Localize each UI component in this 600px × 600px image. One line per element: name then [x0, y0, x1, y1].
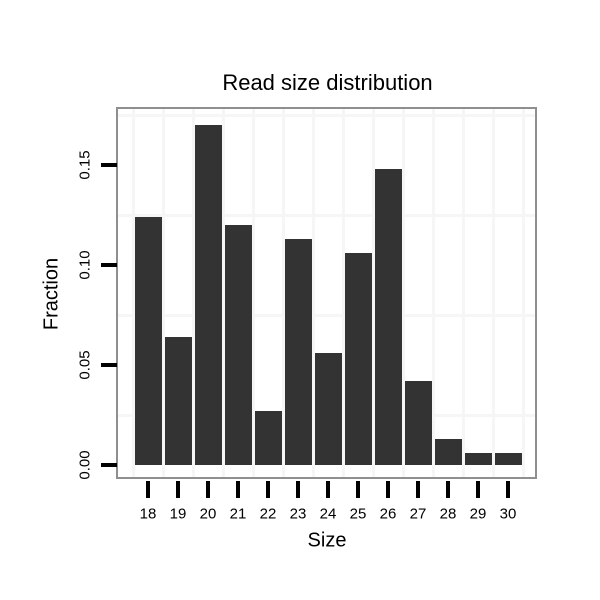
- y-tick-label-0.00: 0.00: [76, 450, 94, 480]
- minor-gridline-vertical: [221, 109, 225, 477]
- bar-size-27: [404, 381, 432, 465]
- x-tick-label-19: 19: [169, 505, 187, 523]
- bar-size-23: [284, 239, 312, 465]
- x-tick-22: [266, 481, 270, 498]
- x-tick-27: [416, 481, 420, 498]
- x-tick-25: [356, 481, 360, 498]
- minor-gridline-vertical: [281, 109, 285, 477]
- y-tick-0.05: [101, 363, 117, 367]
- y-tick-0.00: [101, 463, 117, 467]
- minor-gridline-vertical: [521, 109, 525, 477]
- bar-size-20: [194, 125, 222, 465]
- x-tick-20: [206, 481, 210, 498]
- y-tick-0.10: [101, 263, 117, 267]
- y-tick-label-0.05: 0.05: [76, 350, 94, 380]
- x-tick-19: [176, 481, 180, 498]
- x-tick-label-21: 21: [229, 505, 247, 523]
- x-tick-18: [146, 481, 150, 498]
- bar-size-25: [344, 253, 372, 465]
- minor-gridline-vertical: [311, 109, 315, 477]
- x-tick-label-28: 28: [439, 505, 457, 523]
- x-axis-title: Size: [307, 529, 347, 552]
- x-tick-label-20: 20: [199, 505, 217, 523]
- bar-size-18: [134, 217, 162, 465]
- minor-gridline-vertical: [341, 109, 345, 477]
- x-tick-24: [326, 481, 330, 498]
- minor-gridline-vertical: [431, 109, 435, 477]
- bar-size-28: [434, 439, 462, 465]
- x-tick-30: [506, 481, 510, 498]
- minor-gridline-vertical: [491, 109, 495, 477]
- x-tick-23: [296, 481, 300, 498]
- bar-size-22: [254, 411, 282, 465]
- bar-size-21: [224, 225, 252, 465]
- minor-gridline-vertical: [371, 109, 375, 477]
- x-tick-label-27: 27: [409, 505, 427, 523]
- bar-size-19: [164, 337, 192, 465]
- minor-gridline-vertical: [191, 109, 195, 477]
- y-tick-label-0.10: 0.10: [76, 250, 94, 280]
- y-axis-title: Fraction: [40, 257, 63, 331]
- minor-gridline-vertical: [251, 109, 255, 477]
- x-tick-label-29: 29: [469, 505, 487, 523]
- x-tick-label-23: 23: [289, 505, 307, 523]
- minor-gridline-vertical: [461, 109, 465, 477]
- x-tick-label-18: 18: [139, 505, 157, 523]
- minor-gridline-horizontal: [118, 213, 535, 217]
- x-tick-label-24: 24: [319, 505, 337, 523]
- bar-size-30: [494, 453, 522, 465]
- x-tick-label-30: 30: [499, 505, 517, 523]
- chart-title: Read size distribution: [222, 70, 433, 95]
- bar-size-29: [464, 453, 492, 465]
- bar-size-24: [314, 353, 342, 465]
- plot-panel: [116, 107, 537, 479]
- x-tick-29: [476, 481, 480, 498]
- x-tick-label-25: 25: [349, 505, 367, 523]
- y-tick-label-0.15: 0.15: [76, 150, 94, 180]
- minor-gridline-horizontal: [118, 113, 535, 117]
- minor-gridline-vertical: [401, 109, 405, 477]
- x-tick-21: [236, 481, 240, 498]
- minor-gridline-horizontal: [118, 313, 535, 317]
- x-tick-26: [386, 481, 390, 498]
- minor-gridline-vertical: [131, 109, 135, 477]
- x-tick-label-26: 26: [379, 505, 397, 523]
- y-tick-0.15: [101, 163, 117, 167]
- x-tick-28: [446, 481, 450, 498]
- minor-gridline-vertical: [161, 109, 165, 477]
- bar-size-26: [374, 169, 402, 465]
- x-tick-label-22: 22: [259, 505, 277, 523]
